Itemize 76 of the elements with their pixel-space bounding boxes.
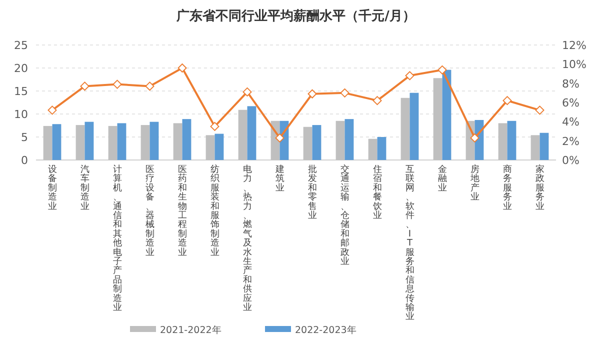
x-tick-label: 汽车制造业 bbox=[80, 164, 90, 212]
category-label: 互联网、软件、IT服务和信息传输业 bbox=[405, 165, 414, 322]
point bbox=[372, 96, 382, 106]
y2-tick-label: 10% bbox=[562, 58, 586, 72]
y2-tick-label: 2% bbox=[562, 134, 580, 148]
bar bbox=[433, 78, 442, 160]
y2-tick-label: 12% bbox=[562, 39, 586, 52]
chart-title: 广东省不同行业平均薪酬水平（千元/月） bbox=[176, 8, 416, 24]
y-tick-label: 0 bbox=[21, 154, 28, 167]
category-label: 医药和生物工程制造业 bbox=[178, 165, 187, 258]
bar bbox=[173, 123, 182, 160]
category-label: 医疗设备、器械制造业 bbox=[145, 165, 154, 258]
point bbox=[112, 80, 122, 89]
x-tick-label: 金融业 bbox=[438, 164, 447, 194]
x-tick-label: 商务服务业 bbox=[502, 164, 512, 212]
y-tick-label: 10 bbox=[14, 108, 28, 121]
x-tick-label: 批发和零售业 bbox=[308, 164, 317, 221]
category-label: 计算机、通信和其他电子产品制造业 bbox=[112, 165, 122, 313]
point bbox=[80, 82, 90, 91]
legend-label: 2022-2023年 bbox=[295, 324, 357, 336]
bar bbox=[108, 126, 118, 160]
category-label: 交通运输、仓储和邮政业 bbox=[340, 165, 350, 267]
point bbox=[145, 82, 154, 91]
bar bbox=[540, 132, 549, 160]
bar bbox=[410, 92, 419, 160]
category-label: 纺织服装和服饰制造业 bbox=[210, 165, 220, 258]
bar bbox=[238, 110, 248, 160]
bar bbox=[117, 123, 126, 160]
bar bbox=[140, 125, 150, 160]
y-tick-label: 5 bbox=[21, 131, 28, 144]
bar bbox=[303, 126, 312, 160]
point bbox=[275, 133, 284, 142]
bar bbox=[498, 123, 508, 160]
bar bbox=[247, 106, 256, 160]
y-tick-label: 25 bbox=[14, 39, 28, 52]
bar bbox=[52, 124, 62, 160]
bar bbox=[344, 119, 354, 160]
y-tick-label: 20 bbox=[14, 62, 28, 75]
bar bbox=[368, 138, 378, 160]
bar bbox=[312, 125, 322, 160]
bar bbox=[43, 126, 52, 160]
x-tick-label: 家政服务业 bbox=[535, 164, 544, 212]
x-tick-label: 房地产业 bbox=[469, 164, 480, 203]
bar bbox=[206, 135, 215, 160]
legend-label: 2021-2022年 bbox=[160, 324, 222, 336]
x-tick-label: 住宿和餐饮业 bbox=[372, 164, 382, 221]
point bbox=[405, 71, 414, 80]
point bbox=[210, 122, 220, 131]
y2-tick-label: 8% bbox=[562, 77, 580, 90]
bar bbox=[507, 120, 516, 160]
point bbox=[535, 106, 544, 115]
point bbox=[470, 133, 480, 142]
y-tick-label: 15 bbox=[14, 85, 28, 98]
bar bbox=[377, 137, 386, 160]
point bbox=[502, 96, 512, 106]
point bbox=[438, 65, 447, 74]
point bbox=[48, 106, 57, 115]
point bbox=[340, 88, 350, 98]
point bbox=[242, 87, 252, 96]
bar bbox=[442, 70, 452, 160]
bar bbox=[84, 122, 94, 160]
y2-tick-label: 4% bbox=[562, 116, 580, 129]
x-tick-label: 设备制造业 bbox=[48, 164, 57, 212]
y2-tick-label: 6% bbox=[562, 96, 580, 110]
bar bbox=[400, 98, 410, 160]
bar bbox=[76, 125, 85, 160]
bar bbox=[150, 122, 159, 160]
bar bbox=[530, 135, 540, 160]
bar bbox=[336, 120, 345, 160]
y2-tick-label: 0% bbox=[562, 154, 580, 167]
bar bbox=[182, 119, 192, 160]
x-tick-label: 建筑业 bbox=[274, 164, 284, 194]
point bbox=[308, 89, 317, 98]
category-label: 电力、热力、燃气及水生产和供应业 bbox=[242, 165, 252, 313]
bar bbox=[214, 134, 224, 160]
point bbox=[178, 64, 187, 72]
